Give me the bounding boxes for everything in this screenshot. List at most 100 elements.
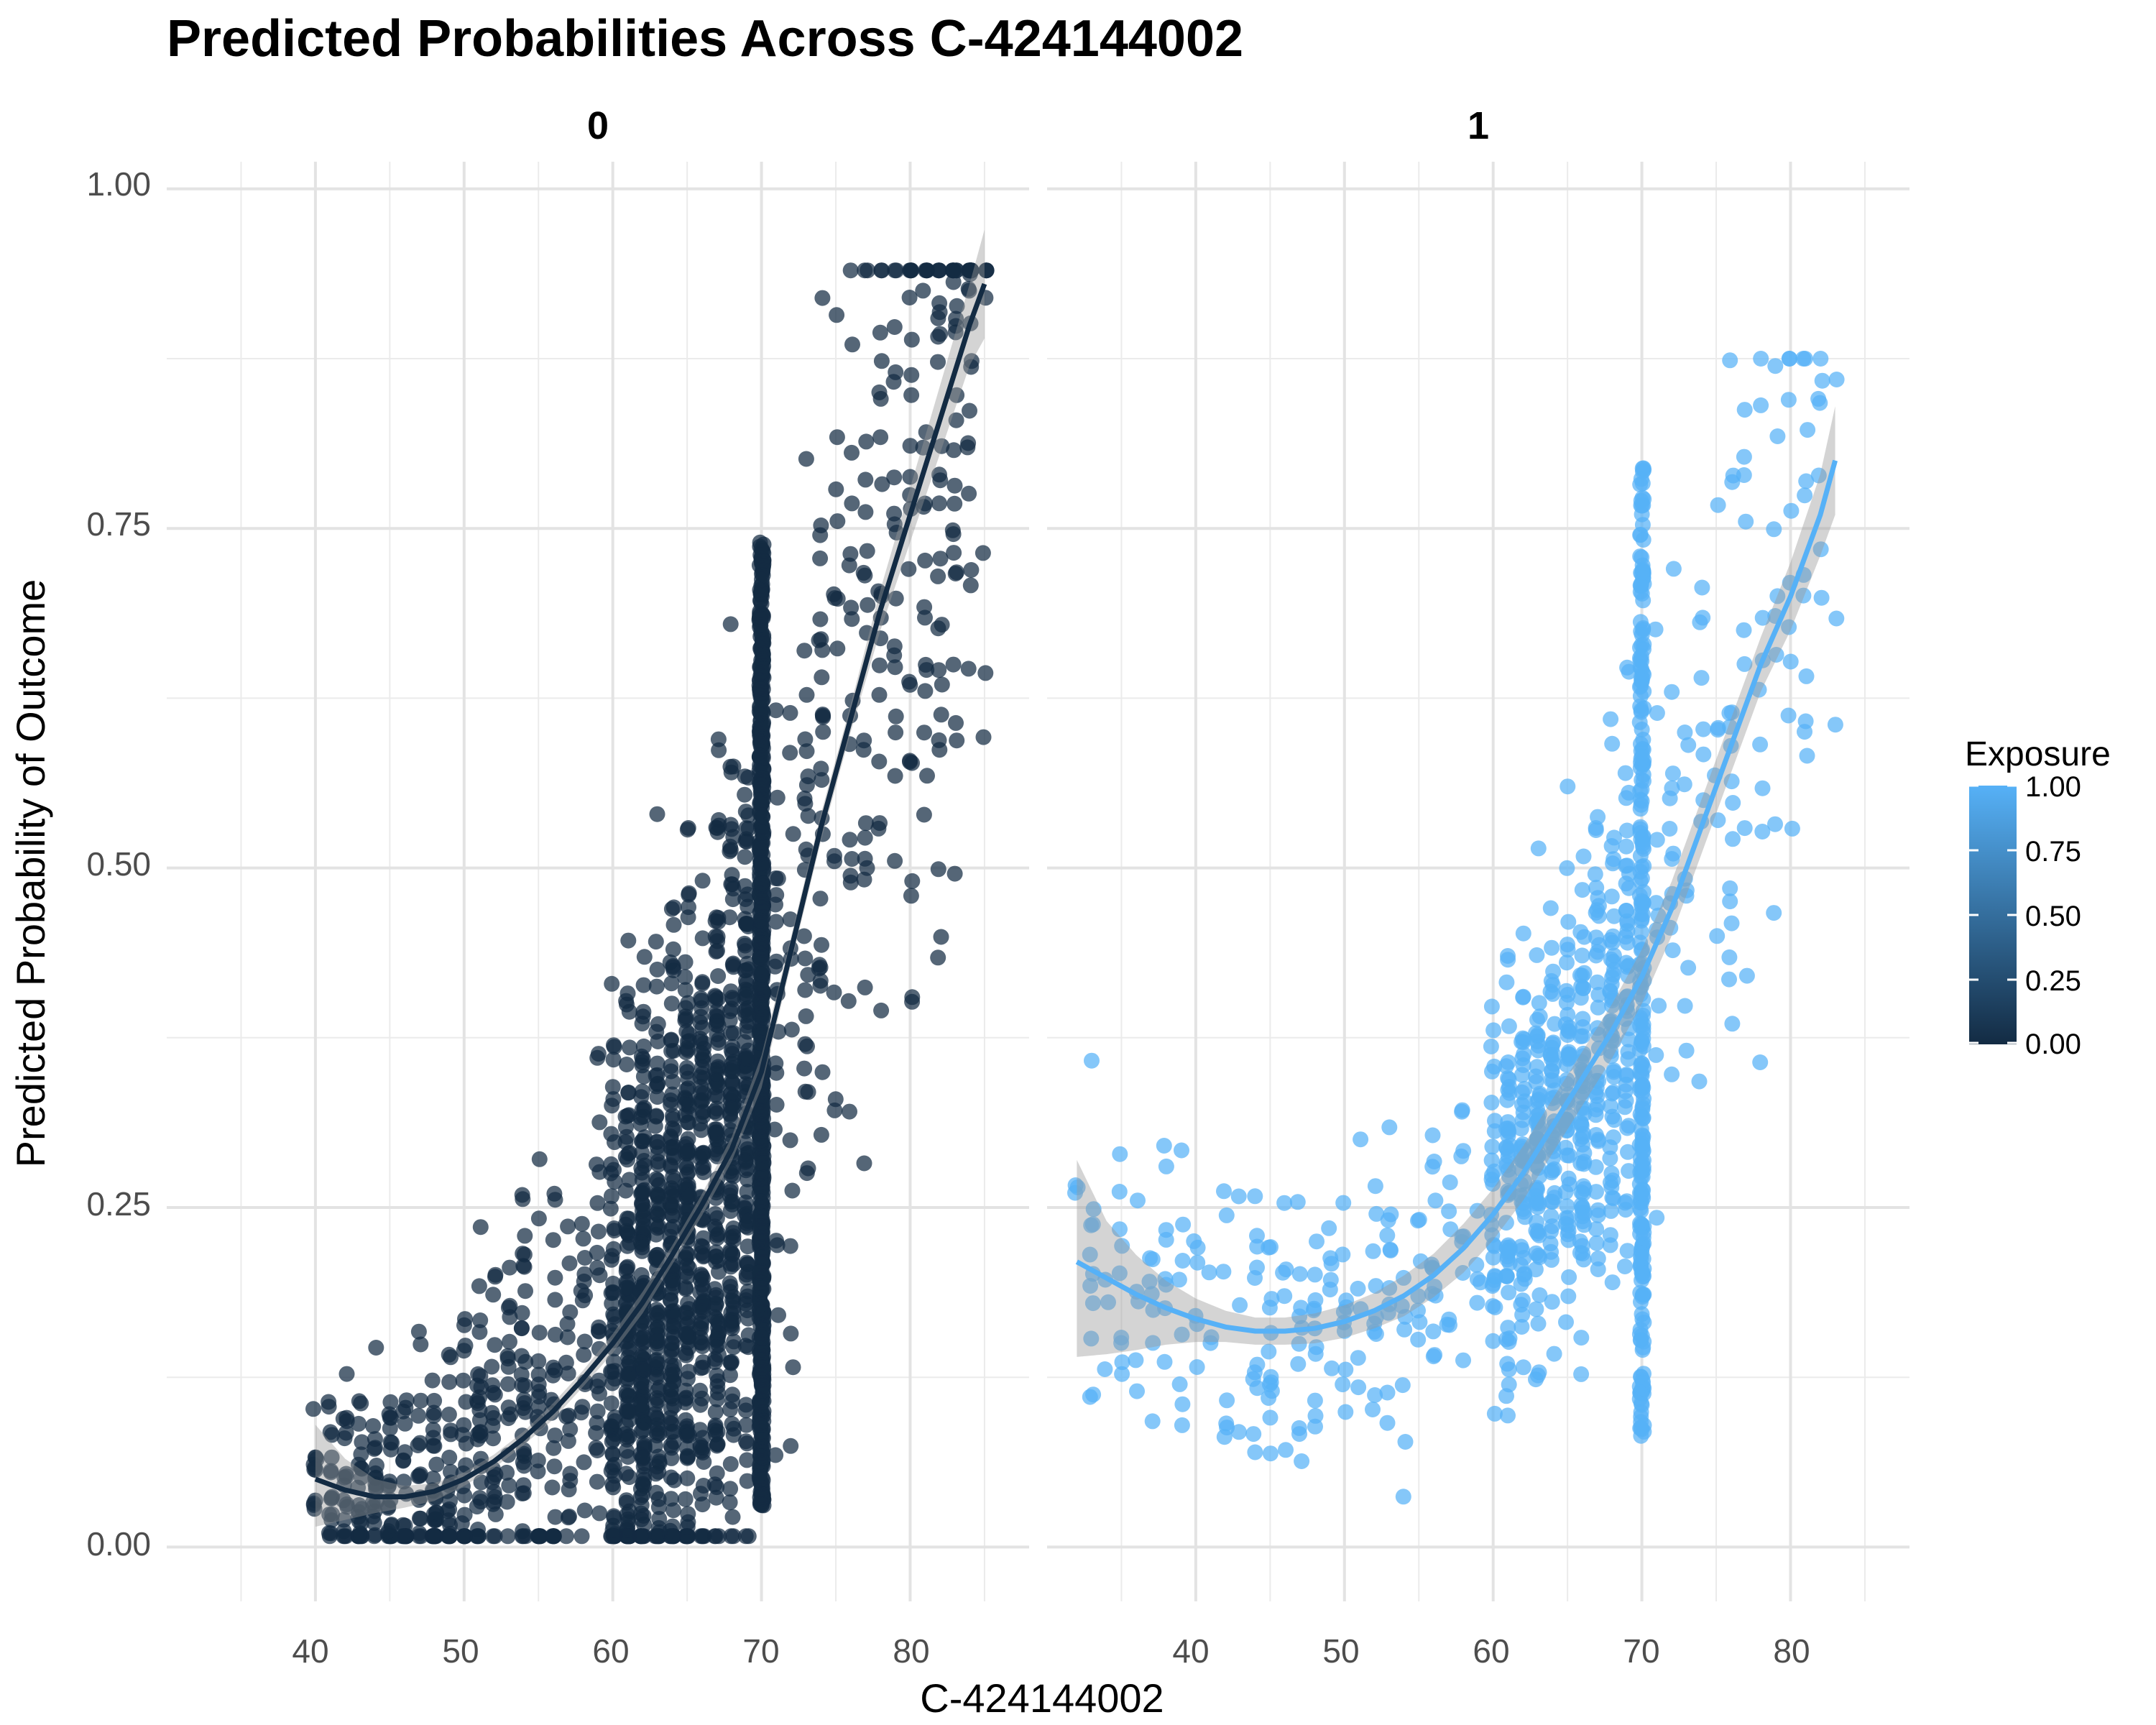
- data-point: [1710, 719, 1726, 736]
- data-point: [1574, 947, 1590, 964]
- data-point: [1575, 980, 1592, 996]
- y-axis-title: Predicted Probability of Outcome: [8, 579, 53, 1168]
- x-tick-label: 80: [1773, 1632, 1810, 1670]
- data-point: [530, 1353, 547, 1369]
- data-point: [561, 1481, 577, 1498]
- data-point: [1828, 372, 1845, 387]
- data-point: [1827, 717, 1843, 733]
- data-point: [589, 1473, 605, 1490]
- data-point: [1676, 776, 1692, 793]
- data-point: [722, 1012, 738, 1029]
- data-point: [650, 1189, 666, 1205]
- data-point: [1500, 1070, 1516, 1086]
- data-point: [798, 1008, 814, 1024]
- data-point: [1636, 491, 1652, 507]
- x-axis-ticks-panel-0: 40 50 60 70 80: [292, 1632, 929, 1670]
- data-point: [874, 476, 890, 492]
- data-point: [842, 262, 859, 279]
- data-point: [1604, 934, 1621, 951]
- data-point: [1575, 1185, 1591, 1202]
- data-point: [603, 1165, 619, 1182]
- data-point: [767, 958, 783, 975]
- data-point: [1780, 707, 1797, 724]
- data-point: [665, 1169, 681, 1185]
- data-point: [945, 656, 962, 673]
- data-point: [1651, 998, 1667, 1014]
- gridlines: [167, 162, 1029, 1601]
- data-point: [1590, 1250, 1606, 1266]
- data-point: [562, 1421, 579, 1438]
- data-point: [619, 1522, 635, 1538]
- data-point: [752, 1417, 768, 1433]
- data-point: [692, 1034, 709, 1050]
- data-point: [558, 1528, 574, 1545]
- data-point: [1230, 1424, 1247, 1440]
- data-point: [710, 731, 727, 748]
- data-point: [1455, 1265, 1471, 1281]
- data-point: [1575, 848, 1592, 865]
- data-point: [752, 979, 769, 995]
- data-point: [707, 1404, 724, 1420]
- data-point: [755, 1359, 771, 1376]
- data-point: [959, 439, 976, 456]
- data-point: [871, 657, 888, 673]
- data-point: [1498, 974, 1515, 990]
- data-point: [754, 1330, 770, 1346]
- data-point: [1515, 989, 1531, 1006]
- data-point: [813, 631, 829, 648]
- data-point: [1483, 1095, 1500, 1110]
- data-point: [947, 324, 964, 341]
- data-point: [1572, 1131, 1588, 1147]
- data-point: [650, 1319, 665, 1335]
- data-point: [961, 485, 977, 502]
- data-point: [651, 1524, 668, 1540]
- data-point: [740, 820, 757, 837]
- data-point: [677, 1491, 694, 1507]
- facet-label-1: 1: [1468, 104, 1489, 147]
- data-point: [722, 616, 739, 632]
- data-point: [886, 319, 903, 335]
- data-point: [1084, 1295, 1101, 1312]
- data-point: [1144, 1413, 1161, 1430]
- data-point: [620, 932, 637, 949]
- data-point: [1544, 1194, 1561, 1210]
- data-point: [649, 1089, 665, 1105]
- data-point: [1514, 1307, 1531, 1323]
- data-point: [753, 1102, 770, 1118]
- data-point: [339, 1499, 356, 1515]
- data-point: [1710, 497, 1726, 513]
- data-point: [382, 1394, 399, 1410]
- data-point: [693, 1266, 709, 1283]
- data-point: [1294, 1453, 1310, 1469]
- data-point: [622, 1039, 638, 1056]
- data-point: [1560, 914, 1577, 930]
- data-point: [681, 1200, 697, 1217]
- data-point: [933, 707, 949, 723]
- trend-line: [1075, 459, 1838, 1334]
- data-point: [948, 714, 964, 731]
- data-point: [1245, 1426, 1262, 1443]
- data-point: [1425, 1323, 1442, 1340]
- data-point: [1321, 1220, 1337, 1236]
- data-point: [648, 1458, 665, 1475]
- data-point: [607, 1468, 623, 1484]
- data-point: [1186, 1233, 1202, 1249]
- data-point: [860, 597, 876, 613]
- data-point: [796, 928, 812, 944]
- data-point: [471, 1389, 488, 1406]
- data-point: [1662, 790, 1678, 806]
- data-point: [517, 1228, 533, 1244]
- data-point: [1621, 1163, 1637, 1179]
- data-point: [930, 328, 946, 345]
- data-point: [785, 1359, 801, 1376]
- data-point: [635, 977, 652, 993]
- data-point: [1189, 1359, 1205, 1375]
- data-point: [947, 566, 964, 581]
- data-point: [576, 1454, 592, 1471]
- y-tick-label: 0.75: [86, 505, 151, 543]
- trend-line: [314, 282, 987, 1499]
- y-tick-label: 0.25: [86, 1185, 151, 1223]
- data-point: [1766, 905, 1782, 921]
- data-point: [1634, 1033, 1650, 1049]
- data-point: [782, 1132, 798, 1149]
